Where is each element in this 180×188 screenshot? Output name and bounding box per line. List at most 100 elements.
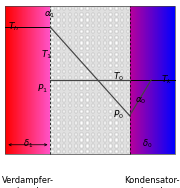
Bar	[121, 13, 123, 16]
Bar	[127, 41, 129, 45]
Bar	[80, 36, 83, 39]
Bar	[150, 6, 151, 154]
Bar	[146, 6, 147, 154]
Bar	[121, 116, 123, 119]
Text: Kondensator-
kanal: Kondensator- kanal	[124, 176, 180, 188]
Bar	[69, 150, 71, 153]
Bar	[98, 36, 100, 39]
Bar	[98, 98, 100, 102]
Text: $P_0$: $P_0$	[113, 108, 124, 121]
Bar	[121, 127, 123, 130]
Bar	[127, 98, 129, 102]
Bar	[104, 47, 106, 50]
Bar	[63, 138, 65, 142]
Bar	[57, 47, 60, 50]
Bar	[42, 6, 43, 154]
Bar	[51, 144, 54, 148]
Bar	[69, 127, 71, 130]
Bar	[104, 30, 106, 33]
Bar	[48, 6, 49, 154]
Bar	[63, 87, 65, 90]
Bar	[51, 98, 54, 102]
Bar	[75, 18, 77, 22]
Bar	[115, 70, 118, 73]
Bar	[51, 53, 54, 56]
Bar	[104, 18, 106, 22]
Bar	[57, 116, 60, 119]
Bar	[51, 13, 54, 16]
Bar	[63, 24, 65, 27]
Bar	[104, 138, 106, 142]
Bar	[104, 81, 106, 85]
Bar	[51, 104, 54, 108]
Bar	[69, 144, 71, 148]
Bar	[80, 7, 83, 10]
Bar	[109, 41, 112, 45]
Bar	[86, 144, 89, 148]
Bar	[115, 98, 118, 102]
Bar	[138, 6, 139, 154]
Bar	[98, 133, 100, 136]
Bar	[57, 76, 60, 79]
Bar	[98, 93, 100, 96]
Bar	[51, 36, 54, 39]
Bar	[156, 6, 157, 154]
Bar	[75, 70, 77, 73]
Bar	[104, 93, 106, 96]
Bar	[121, 104, 123, 108]
Bar	[51, 30, 54, 33]
Bar	[80, 24, 83, 27]
Bar	[98, 58, 100, 62]
Bar	[13, 6, 14, 154]
Bar	[57, 13, 60, 16]
Bar	[51, 127, 54, 130]
Bar	[109, 138, 112, 142]
Bar	[86, 110, 89, 113]
Bar	[104, 41, 106, 45]
Bar	[51, 64, 54, 67]
Bar	[80, 30, 83, 33]
Bar	[127, 138, 129, 142]
Bar	[121, 121, 123, 125]
Bar	[121, 64, 123, 67]
Bar	[86, 104, 89, 108]
Bar	[51, 24, 54, 27]
Bar	[172, 6, 173, 154]
Bar	[51, 116, 54, 119]
Bar	[75, 81, 77, 85]
Bar	[69, 98, 71, 102]
Bar	[57, 98, 60, 102]
Bar	[80, 81, 83, 85]
Bar	[75, 41, 77, 45]
Bar	[63, 70, 65, 73]
Bar	[86, 7, 89, 10]
Bar	[57, 53, 60, 56]
Bar	[109, 47, 112, 50]
Bar	[27, 6, 28, 154]
Bar	[115, 30, 118, 33]
Bar	[168, 6, 169, 154]
Bar	[104, 36, 106, 39]
Bar	[98, 150, 100, 153]
Bar	[115, 58, 118, 62]
Bar	[69, 64, 71, 67]
Bar	[92, 76, 94, 79]
Bar	[133, 6, 134, 154]
Bar	[104, 116, 106, 119]
Bar	[98, 18, 100, 22]
Bar	[5, 6, 6, 154]
Bar	[121, 70, 123, 73]
Bar	[121, 110, 123, 113]
Bar	[109, 133, 112, 136]
Bar	[75, 93, 77, 96]
Bar	[109, 53, 112, 56]
Bar	[86, 47, 89, 50]
Bar	[50, 6, 130, 154]
Bar	[92, 47, 94, 50]
Bar	[121, 58, 123, 62]
Bar	[121, 30, 123, 33]
Bar	[12, 6, 13, 154]
Bar	[127, 76, 129, 79]
Bar	[34, 6, 35, 154]
Bar	[109, 127, 112, 130]
